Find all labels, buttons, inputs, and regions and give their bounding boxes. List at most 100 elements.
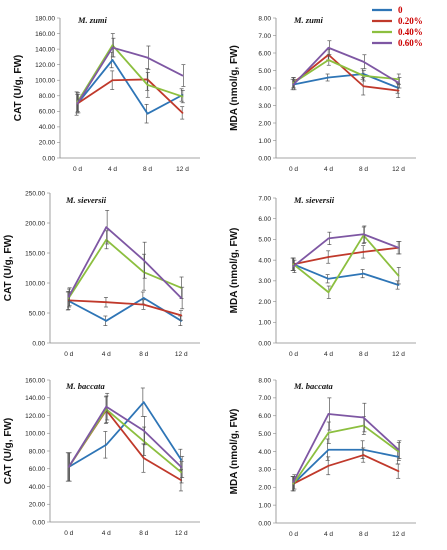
y-tick-label: 4.00 xyxy=(258,85,271,92)
data-point xyxy=(362,60,365,63)
x-tick-label: 4 d xyxy=(324,351,333,358)
data-point xyxy=(105,238,108,241)
y-axis-label: CAT (U/g, FW) xyxy=(3,418,14,484)
data-point xyxy=(397,450,400,453)
data-point xyxy=(292,265,295,268)
panel-title: M. sieversii xyxy=(293,195,335,205)
legend-label: 0.40% xyxy=(398,27,423,37)
y-tick-label: 5.00 xyxy=(258,237,271,244)
panel-title: M. sieversii xyxy=(65,195,107,205)
data-point xyxy=(362,272,365,275)
y-tick-label: 100.00 xyxy=(25,280,45,287)
y-tick-label: 1.00 xyxy=(258,138,271,145)
chart-panel-3: 0.00 50.00 100.00 150.00 200.00 250.00 0 d 4 d 8… xyxy=(3,190,200,358)
x-tick-label: 4 d xyxy=(324,166,333,173)
y-tick-label: 140.00 xyxy=(35,46,55,53)
y-tick-label: 0.00 xyxy=(258,155,271,162)
series-4 xyxy=(292,225,402,273)
data-point xyxy=(105,319,108,322)
data-point xyxy=(397,470,400,473)
x-tick-label: 4 d xyxy=(102,530,111,537)
y-tick-label: 60.00 xyxy=(29,466,46,473)
series-line xyxy=(76,44,183,103)
y-tick-label: 5.00 xyxy=(258,431,271,438)
y-tick-label: 40.00 xyxy=(39,124,56,131)
y-tick-label: 160.00 xyxy=(35,31,55,38)
x-tick-label: 12 d xyxy=(392,531,405,538)
y-tick-label: 7.00 xyxy=(258,33,271,40)
data-point xyxy=(327,59,330,61)
data-point xyxy=(397,89,400,92)
y-tick-label: 3.00 xyxy=(258,103,271,110)
data-point xyxy=(142,457,145,459)
data-point xyxy=(327,448,330,451)
data-point xyxy=(327,256,330,258)
data-point xyxy=(67,466,70,468)
series-line xyxy=(68,401,183,468)
series-line xyxy=(293,454,399,485)
x-tick-label: 12 d xyxy=(176,166,189,173)
data-point xyxy=(105,226,108,229)
data-point xyxy=(67,295,70,298)
data-point xyxy=(327,46,330,49)
x-tick-label: 8 d xyxy=(359,166,368,173)
series-line xyxy=(293,73,399,89)
y-tick-label: 2.00 xyxy=(258,299,271,306)
data-point xyxy=(292,83,295,86)
data-point xyxy=(111,46,114,49)
y-tick-label: 200.00 xyxy=(25,220,45,227)
data-point xyxy=(105,301,108,304)
y-tick-label: 0.00 xyxy=(32,519,45,526)
y-tick-label: 40.00 xyxy=(29,484,46,491)
series-line xyxy=(67,226,182,299)
series-4 xyxy=(292,397,402,490)
chart-panel-2: 0.00 1.00 2.00 3.00 4.00 5.00 6.00 7.00 8.00 0 d 4… xyxy=(229,15,416,173)
y-tick-label: 160.00 xyxy=(25,377,45,384)
data-point xyxy=(181,111,184,114)
data-point xyxy=(181,95,184,98)
data-point xyxy=(362,85,365,88)
data-point xyxy=(362,250,365,253)
series-3 xyxy=(291,416,401,492)
y-tick-label: 3.00 xyxy=(258,278,271,285)
y-tick-label: 120.00 xyxy=(25,413,45,420)
data-point xyxy=(397,78,400,81)
series-line xyxy=(77,78,184,114)
data-point xyxy=(397,448,400,451)
data-point xyxy=(142,401,145,404)
series-4 xyxy=(292,40,402,91)
y-tick-label: 50.00 xyxy=(29,310,46,317)
legend-label: 0.60% xyxy=(398,38,423,48)
series-line xyxy=(67,405,182,468)
data-point xyxy=(397,81,400,84)
y-tick-label: 180.00 xyxy=(35,15,55,22)
x-tick-label: 8 d xyxy=(143,166,152,173)
series-line xyxy=(292,424,400,485)
series-line xyxy=(76,46,183,105)
x-tick-label: 4 d xyxy=(108,166,117,173)
series-line xyxy=(67,238,182,299)
data-point xyxy=(146,112,149,115)
legend-label: 0 xyxy=(398,5,403,15)
series-3 xyxy=(67,395,184,484)
data-point xyxy=(327,431,330,434)
x-tick-label: 8 d xyxy=(139,351,148,358)
x-tick-label: 12 d xyxy=(392,166,405,173)
y-tick-label: 6.00 xyxy=(258,216,271,223)
series-line xyxy=(292,448,399,485)
series-line xyxy=(292,233,399,268)
y-tick-label: 4.00 xyxy=(258,257,271,264)
data-point xyxy=(180,466,183,468)
y-tick-label: 6.00 xyxy=(258,413,271,420)
series-2 xyxy=(75,68,185,120)
data-point xyxy=(111,79,114,82)
y-axis-label: CAT (U/g, FW) xyxy=(13,55,24,121)
data-point xyxy=(362,454,365,456)
y-axis-label: CAT (U/g, FW) xyxy=(3,235,14,301)
series-line xyxy=(67,409,182,482)
data-point xyxy=(105,443,108,446)
panel-title: M. baccata xyxy=(293,381,333,391)
y-tick-label: 8.00 xyxy=(258,377,271,384)
data-point xyxy=(180,297,183,299)
